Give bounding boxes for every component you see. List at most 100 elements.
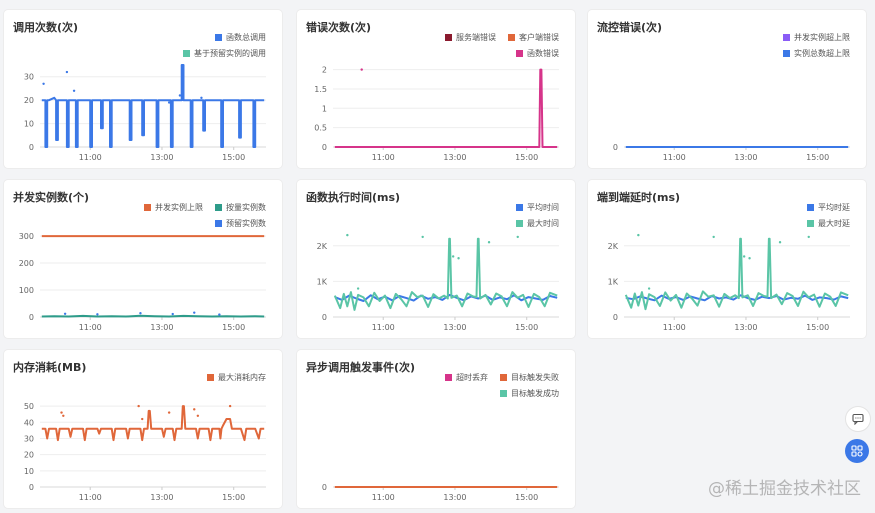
legend-row: 最大时间 [516, 218, 559, 229]
data-point [137, 404, 140, 408]
legend-label: 并发实例上限 [155, 203, 203, 212]
x-tick-label: 15:00 [222, 323, 245, 332]
legend-label: 函数错误 [527, 49, 559, 58]
series-line [41, 64, 265, 148]
y-tick-label: 0 [29, 313, 34, 322]
legend-label: 基于预留实例的调用 [194, 49, 266, 58]
x-tick-label: 11:00 [79, 493, 102, 502]
x-tick-label: 13:00 [734, 153, 757, 162]
x-tick-label: 11:00 [663, 323, 686, 332]
x-tick-label: 15:00 [222, 153, 245, 162]
y-tick-label: 10 [24, 120, 34, 129]
chart-plot: 0 1K 2K 11:00 13:00 15:00 [608, 233, 850, 332]
legend-item[interactable]: 服务端错误 [445, 32, 496, 43]
legend-row: 目标触发成功 [445, 388, 559, 399]
chart-title: 异步调用触发事件(次) [306, 361, 416, 374]
y-tick-label: 200 [19, 259, 34, 268]
legend-item[interactable]: 目标触发失败 [500, 372, 559, 383]
legend-item[interactable]: 基于预留实例的调用 [183, 48, 266, 59]
comment-icon [852, 413, 864, 425]
chart-plot: 0 10 20 30 40 50 11:00 13:00 15:00 [24, 402, 266, 502]
legend-item[interactable]: 客户端错误 [508, 32, 559, 43]
data-point [637, 233, 640, 237]
legend-item[interactable]: 超时丢弃 [445, 372, 488, 383]
panel-memory: 内存消耗(MB) 最大消耗内存 0 10 20 30 40 50 11:00 13:00 15:00 [4, 350, 282, 508]
legend-item[interactable]: 目标触发成功 [500, 388, 559, 399]
legend-item[interactable]: 并发实例上限 [144, 202, 203, 213]
x-tick-label: 13:00 [443, 153, 466, 162]
chart-legend: 超时丢弃 目标触发失败 目标触发成功 [445, 372, 559, 404]
data-point [42, 82, 45, 85]
x-tick-label: 13:00 [150, 323, 173, 332]
x-tick-label: 13:00 [734, 323, 757, 332]
legend-item[interactable]: 最大时延 [807, 218, 850, 229]
y-tick-label: 2 [322, 66, 327, 75]
y-tick-label: 0 [322, 143, 327, 152]
data-point [516, 235, 519, 239]
data-point [346, 233, 349, 237]
x-tick-label: 15:00 [515, 323, 538, 332]
series-line [334, 68, 558, 148]
data-point [200, 96, 203, 100]
legend-swatch [215, 204, 222, 211]
legend-row: 平均时延 [807, 202, 850, 213]
data-point [218, 313, 221, 316]
legend-label: 平均时间 [527, 203, 559, 212]
data-point [167, 411, 171, 414]
y-tick-label: 0 [613, 313, 618, 322]
y-tick-label: 2K [608, 242, 619, 251]
legend-label: 平均时延 [818, 203, 850, 212]
feedback-button[interactable] [845, 406, 871, 432]
legend-item[interactable]: 函数错误 [516, 48, 559, 59]
panel-throttle: 流控错误(次) 并发实例超上限 实例总数超上限 0 11:00 13:00 15:00 [588, 10, 866, 168]
legend-item[interactable]: 预留实例数 [215, 218, 266, 229]
chart-plot: 0 0.5 1 1.5 2 11:00 13:00 15:00 [314, 66, 559, 162]
legend-row: 最大时延 [807, 218, 850, 229]
legend-item[interactable]: 最大时间 [516, 218, 559, 229]
apps-button[interactable] [845, 439, 869, 463]
data-point [167, 101, 171, 104]
legend-swatch [207, 374, 214, 381]
chart-legend: 并发实例上限 按量实例数预留实例数 [144, 202, 266, 234]
legend-item[interactable]: 按量实例数 [215, 202, 266, 213]
x-tick-label: 15:00 [515, 493, 538, 502]
legend-item[interactable]: 并发实例超上限 [783, 32, 850, 43]
apps-icon [851, 445, 863, 457]
legend-row: 平均时间 [516, 202, 559, 213]
legend-item[interactable]: 平均时间 [516, 202, 559, 213]
legend-swatch [516, 50, 523, 57]
x-tick-label: 13:00 [443, 323, 466, 332]
legend-item[interactable]: 平均时延 [807, 202, 850, 213]
chart-legend: 平均时延 最大时延 [807, 202, 850, 234]
x-tick-label: 11:00 [372, 153, 395, 162]
y-tick-label: 30 [24, 434, 34, 443]
legend-label: 服务端错误 [456, 33, 496, 42]
legend-label: 函数总调用 [226, 33, 266, 42]
x-tick-label: 11:00 [79, 153, 102, 162]
legend-item[interactable]: 函数总调用 [215, 32, 266, 43]
data-point [457, 257, 460, 260]
x-tick-label: 11:00 [663, 153, 686, 162]
y-tick-label: 0 [29, 483, 34, 492]
legend-row: 并发实例上限 按量实例数 [144, 202, 266, 213]
data-point [96, 313, 99, 316]
y-tick-label: 1K [608, 277, 619, 286]
series-line [624, 237, 849, 311]
legend-swatch [215, 34, 222, 41]
data-point [196, 414, 200, 417]
legend-swatch [516, 220, 523, 227]
y-tick-label: 20 [24, 96, 34, 105]
y-tick-label: 1K [317, 277, 328, 286]
data-point [487, 241, 491, 244]
x-tick-label: 11:00 [372, 493, 395, 502]
chart-legend: 函数总调用基于预留实例的调用 [183, 32, 266, 64]
legend-label: 最大时延 [818, 219, 850, 228]
chart-plot: 0 11:00 13:00 15:00 [322, 483, 559, 502]
series-line [41, 405, 265, 442]
legend-item[interactable]: 最大消耗内存 [207, 372, 266, 383]
data-point [171, 312, 174, 316]
y-tick-label: 40 [24, 418, 34, 427]
legend-item[interactable]: 实例总数超上限 [783, 48, 850, 59]
legend-row: 超时丢弃 目标触发失败 [445, 372, 559, 383]
legend-label: 最大时间 [527, 219, 559, 228]
